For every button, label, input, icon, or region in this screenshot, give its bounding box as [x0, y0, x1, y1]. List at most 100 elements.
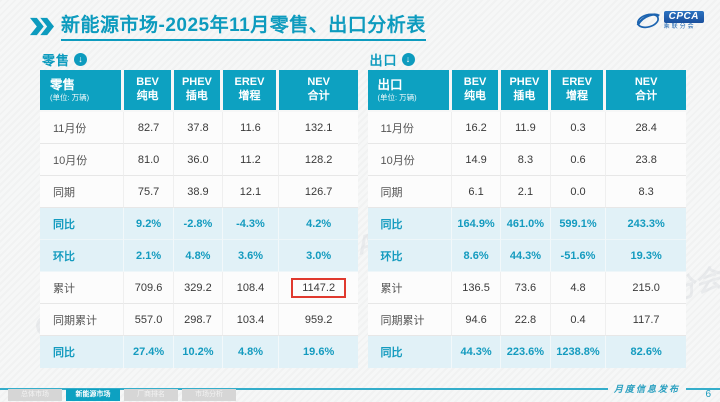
- value-cell: 959.2: [278, 304, 359, 336]
- value-cell: 8.3: [606, 176, 686, 208]
- column-header-cell: EREV 增程: [223, 70, 279, 112]
- row-label-cell: 环比: [40, 240, 125, 272]
- value-cell: 82.6%: [606, 336, 686, 368]
- circle-down-arrow-icon: ↓: [401, 53, 415, 66]
- value-cell: 10.2%: [173, 336, 224, 368]
- value-cell: 8.3: [501, 144, 551, 176]
- value-cell: 73.6: [501, 272, 551, 304]
- value-cell: 38.9: [173, 176, 224, 208]
- value-cell: 81.0: [124, 144, 174, 176]
- column-header-cell: NEV 合计: [278, 70, 359, 112]
- value-cell: 16.2: [451, 112, 502, 144]
- value-cell: 75.7: [124, 176, 174, 208]
- bottom-tab[interactable]: 市场分析: [182, 389, 236, 401]
- value-cell: 3.0%: [278, 240, 359, 272]
- value-cell: 27.4%: [124, 336, 174, 368]
- page-title-rest: -2025年11月零售、出口分析表: [158, 15, 426, 36]
- value-cell: 709.6: [124, 272, 174, 304]
- value-cell: 1238.8%: [550, 336, 607, 368]
- value-cell: -2.8%: [173, 208, 224, 240]
- footer-line: [686, 387, 720, 390]
- bottom-tab[interactable]: 厂商排名: [124, 389, 178, 401]
- value-cell: 4.8: [550, 272, 607, 304]
- column-header-cell: PHEV 插电: [501, 70, 551, 112]
- column-header-cell: NEV 合计: [606, 70, 686, 112]
- value-cell: 126.7: [278, 176, 359, 208]
- retail-table: 零售 ↓ 零售 (单位: 万辆) BEV 纯电 PHEV 插电 EREV 增程 NEV 合计 11月…: [40, 52, 359, 368]
- page-title-main: 新能源市场: [61, 15, 159, 36]
- row-label-cell: 环比: [367, 240, 452, 272]
- value-cell: 4.2%: [278, 208, 359, 240]
- tables-area: 零售 ↓ 零售 (单位: 万辆) BEV 纯电 PHEV 插电 EREV 增程 NEV 合计 11月…: [40, 52, 686, 368]
- export-section-label: 出口 ↓: [369, 52, 687, 68]
- value-cell: 0.0: [550, 176, 607, 208]
- row-label-cell: 同期: [367, 176, 452, 208]
- row-label-cell: 同期累计: [40, 304, 125, 336]
- footer-line: [0, 387, 608, 390]
- value-cell: 14.9: [451, 144, 502, 176]
- table-unit: (单位: 万辆): [377, 93, 417, 103]
- value-cell: 37.8: [173, 112, 224, 144]
- row-label-cell: 同比: [40, 208, 125, 240]
- row-label-cell: 同期累计: [367, 304, 452, 336]
- title-row: 新能源市场-2025年11月零售、出口分析表: [30, 15, 426, 41]
- table-corner-cell: 零售 (单位: 万辆): [40, 70, 125, 112]
- value-cell: -51.6%: [550, 240, 607, 272]
- cpca-swoosh-icon: [636, 13, 660, 29]
- row-label-cell: 累计: [40, 272, 125, 304]
- value-cell: 117.7: [606, 304, 686, 336]
- value-cell: 19.3%: [606, 240, 686, 272]
- row-label-cell: 累计: [367, 272, 452, 304]
- value-cell: 82.7: [124, 112, 174, 144]
- column-header-cell: BEV 纯电: [451, 70, 502, 112]
- value-cell: 19.6%: [278, 336, 359, 368]
- value-cell: 11.2: [223, 144, 279, 176]
- row-label-cell: 同比: [40, 336, 125, 368]
- value-cell: 23.8: [606, 144, 686, 176]
- retail-section-label: 零售 ↓: [42, 52, 359, 68]
- value-cell: 44.3%: [501, 240, 551, 272]
- column-header-cell: PHEV 插电: [173, 70, 224, 112]
- double-chevron-icon: [30, 17, 54, 41]
- circle-down-arrow-icon: ↓: [74, 53, 88, 66]
- value-cell: 0.4: [550, 304, 607, 336]
- value-cell: 243.3%: [606, 208, 686, 240]
- value-cell: 2.1: [501, 176, 551, 208]
- value-cell: 599.1%: [550, 208, 607, 240]
- value-cell: 298.7: [173, 304, 224, 336]
- value-cell: 0.6: [550, 144, 607, 176]
- footer-script-label: 月度信息发布: [613, 384, 680, 394]
- row-label-cell: 10月份: [367, 144, 452, 176]
- table-title: 出口: [377, 77, 403, 92]
- row-label-cell: 10月份: [40, 144, 125, 176]
- value-cell: 44.3%: [451, 336, 502, 368]
- value-cell: 128.2: [278, 144, 359, 176]
- bottom-tabs: 总体市场 新能源市场 厂商排名 市场分析: [8, 389, 236, 401]
- page-title: 新能源市场-2025年11月零售、出口分析表: [61, 15, 426, 41]
- value-cell: 94.6: [451, 304, 502, 336]
- row-label-cell: 同比: [367, 208, 452, 240]
- value-cell: 12.1: [223, 176, 279, 208]
- section-label-text: 出口: [369, 53, 398, 68]
- value-cell: 461.0%: [501, 208, 551, 240]
- column-header-cell: EREV 增程: [550, 70, 607, 112]
- bottom-tab[interactable]: 总体市场: [8, 389, 62, 401]
- bottom-tab[interactable]: 新能源市场: [66, 389, 120, 401]
- value-cell: 6.1: [451, 176, 502, 208]
- row-label-cell: 同期: [40, 176, 125, 208]
- row-label-cell: 同比: [367, 336, 452, 368]
- value-cell: 11.6: [223, 112, 279, 144]
- value-cell: 1147.2: [278, 272, 359, 304]
- value-cell: 223.6%: [501, 336, 551, 368]
- footer-rule: 月度信息发布: [0, 382, 720, 395]
- value-cell: 136.5: [451, 272, 502, 304]
- value-cell: 36.0: [173, 144, 224, 176]
- value-cell: 2.1%: [124, 240, 174, 272]
- value-cell: 103.4: [223, 304, 279, 336]
- value-cell: -4.3%: [223, 208, 279, 240]
- table-corner-cell: 出口 (单位: 万辆): [367, 70, 452, 112]
- value-cell: 557.0: [124, 304, 174, 336]
- value-cell: 329.2: [173, 272, 224, 304]
- value-cell: 3.6%: [223, 240, 279, 272]
